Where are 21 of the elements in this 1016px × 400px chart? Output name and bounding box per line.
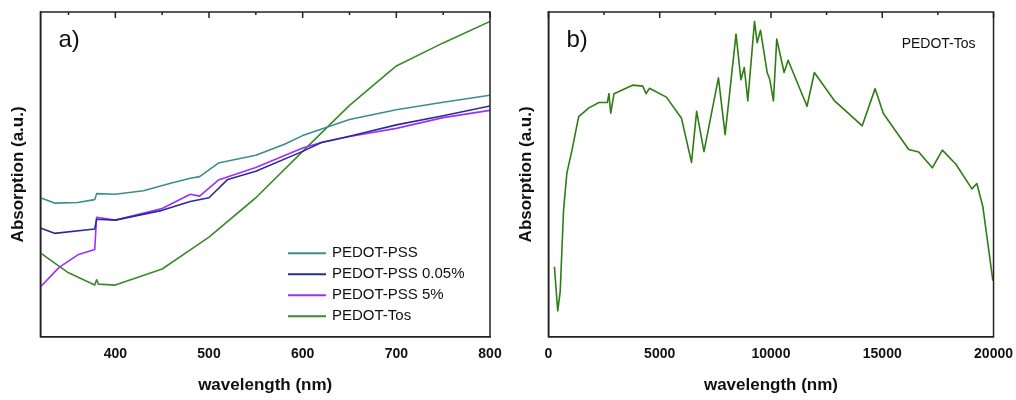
x-tick-label: 500: [197, 345, 221, 362]
legend-label: PEDOT-Tos: [332, 306, 412, 324]
annotation: a): [58, 24, 80, 52]
x-tick-label: 15000: [862, 345, 902, 362]
x-axis-title: wavelength (nm): [702, 375, 839, 395]
y-axis-title: Absorption (a.u.): [7, 106, 27, 243]
x-tick-label: 800: [478, 345, 502, 362]
legend-label: PEDOT-PSS 0.05%: [332, 264, 465, 282]
x-axis-title: wavelength (nm): [197, 375, 333, 395]
legend-label: PEDOT-PSS 5%: [332, 285, 444, 303]
x-tick-label: 400: [103, 345, 128, 362]
x-tick-label: 10000: [751, 345, 791, 362]
x-tick-label: 20000: [974, 345, 1014, 362]
x-tick-label: 700: [384, 345, 409, 362]
x-tick-label: 0: [544, 345, 553, 362]
y-axis-title: Absorption (a.u.): [515, 106, 535, 243]
annotation: b): [566, 24, 588, 52]
legend-label: PEDOT-PSS: [332, 243, 418, 261]
x-tick-label: 5000: [644, 345, 676, 362]
annotation: PEDOT-Tos: [901, 34, 976, 51]
x-tick-label: 600: [290, 345, 315, 362]
